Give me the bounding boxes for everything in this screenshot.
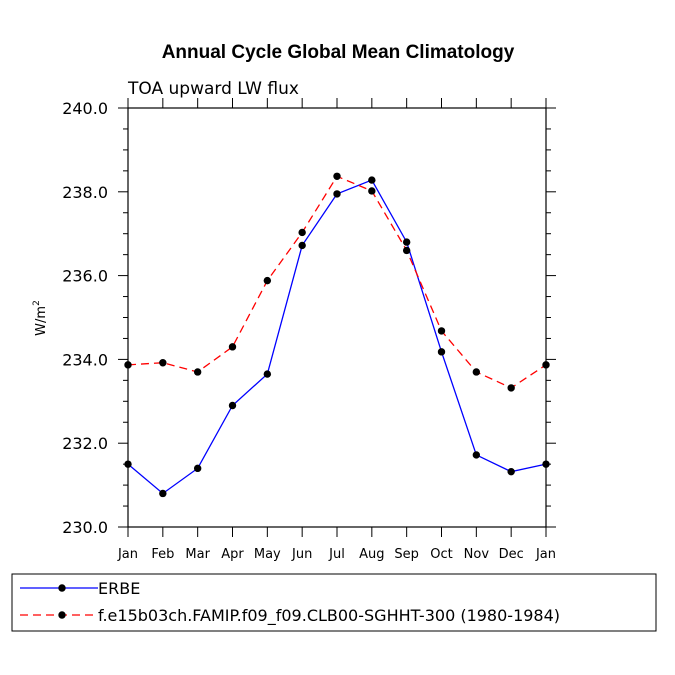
x-tick-label: Oct xyxy=(430,547,452,562)
x-tick-label: Jan xyxy=(117,547,138,562)
x-tick-label: Dec xyxy=(499,547,524,562)
series-0-point xyxy=(263,370,272,378)
series-1-point xyxy=(159,359,167,367)
y-tick-label: 232.0 xyxy=(62,434,108,453)
series-1-point xyxy=(193,368,202,376)
x-tick-label: Jul xyxy=(328,547,345,562)
x-tick-label: Nov xyxy=(464,547,490,562)
legend-item-erbe: ERBE xyxy=(20,579,140,598)
x-axis: Jan Feb Mar Apr May Jun Jul Aug Sep Oct Nov Dec Jan xyxy=(117,98,556,562)
y-tick-label: 240.0 xyxy=(62,99,108,118)
y-axis: 230.0 232.0 234.0 236.0 238.0 240.0 xyxy=(62,99,556,537)
x-tick-label: Mar xyxy=(185,547,210,562)
series-0-point xyxy=(333,190,341,198)
series-0-point xyxy=(507,467,515,476)
chart-title: Annual Cycle Global Mean Climatology xyxy=(162,42,515,63)
series-0-point xyxy=(124,460,132,468)
series-layer xyxy=(124,172,550,498)
legend-item-model: f.e15b03ch.FAMIP.f09_f09.CLB00-SGHHT-300… xyxy=(20,606,560,626)
legend-marker-erbe xyxy=(58,584,66,592)
y-tick-label: 236.0 xyxy=(62,267,108,286)
plot-frame xyxy=(127,107,547,528)
series-0-point xyxy=(298,241,306,250)
series-1-point xyxy=(472,368,481,376)
x-tick-label: Jan xyxy=(535,547,556,562)
legend-box xyxy=(11,573,657,632)
y-axis-label-sup: 2 xyxy=(32,300,42,306)
series-line-1 xyxy=(127,175,547,389)
series-1-point xyxy=(542,361,550,369)
series-1-point xyxy=(228,343,237,351)
series-1-point xyxy=(263,276,272,285)
series-0-point xyxy=(437,348,446,356)
series-1-point xyxy=(507,384,515,392)
series-1-point xyxy=(333,172,341,180)
series-line-0 xyxy=(127,179,547,495)
x-tick-label: Jun xyxy=(291,547,312,562)
legend-label-erbe: ERBE xyxy=(98,579,140,598)
series-1-point xyxy=(124,361,132,369)
series-0-point xyxy=(542,460,550,468)
series-0-point xyxy=(472,451,481,459)
series-1-point xyxy=(368,187,376,195)
legend-marker-model xyxy=(58,611,66,619)
x-tick-label: May xyxy=(254,547,281,562)
series-0-point xyxy=(402,238,411,246)
x-tick-label: Feb xyxy=(151,547,174,562)
legend-label-model: f.e15b03ch.FAMIP.f09_f09.CLB00-SGHHT-300… xyxy=(98,606,560,626)
series-0-point xyxy=(159,489,167,498)
series-1-point xyxy=(298,228,306,237)
y-tick-label: 230.0 xyxy=(62,518,108,537)
y-axis-label: W/m2 xyxy=(32,300,49,336)
x-tick-label: Apr xyxy=(221,547,244,562)
series-1-point xyxy=(402,246,411,255)
x-tick-label: Aug xyxy=(359,547,384,562)
y-axis-label-text: W/m xyxy=(34,306,49,336)
series-0-point xyxy=(193,464,202,473)
x-tick-label: Sep xyxy=(394,547,419,562)
y-tick-label: 238.0 xyxy=(62,183,108,202)
chart-subtitle: TOA upward LW flux xyxy=(127,79,299,99)
series-1-point xyxy=(437,327,446,335)
y-tick-label: 234.0 xyxy=(62,350,108,369)
series-0-point xyxy=(228,401,237,410)
series-0-point xyxy=(368,176,376,184)
